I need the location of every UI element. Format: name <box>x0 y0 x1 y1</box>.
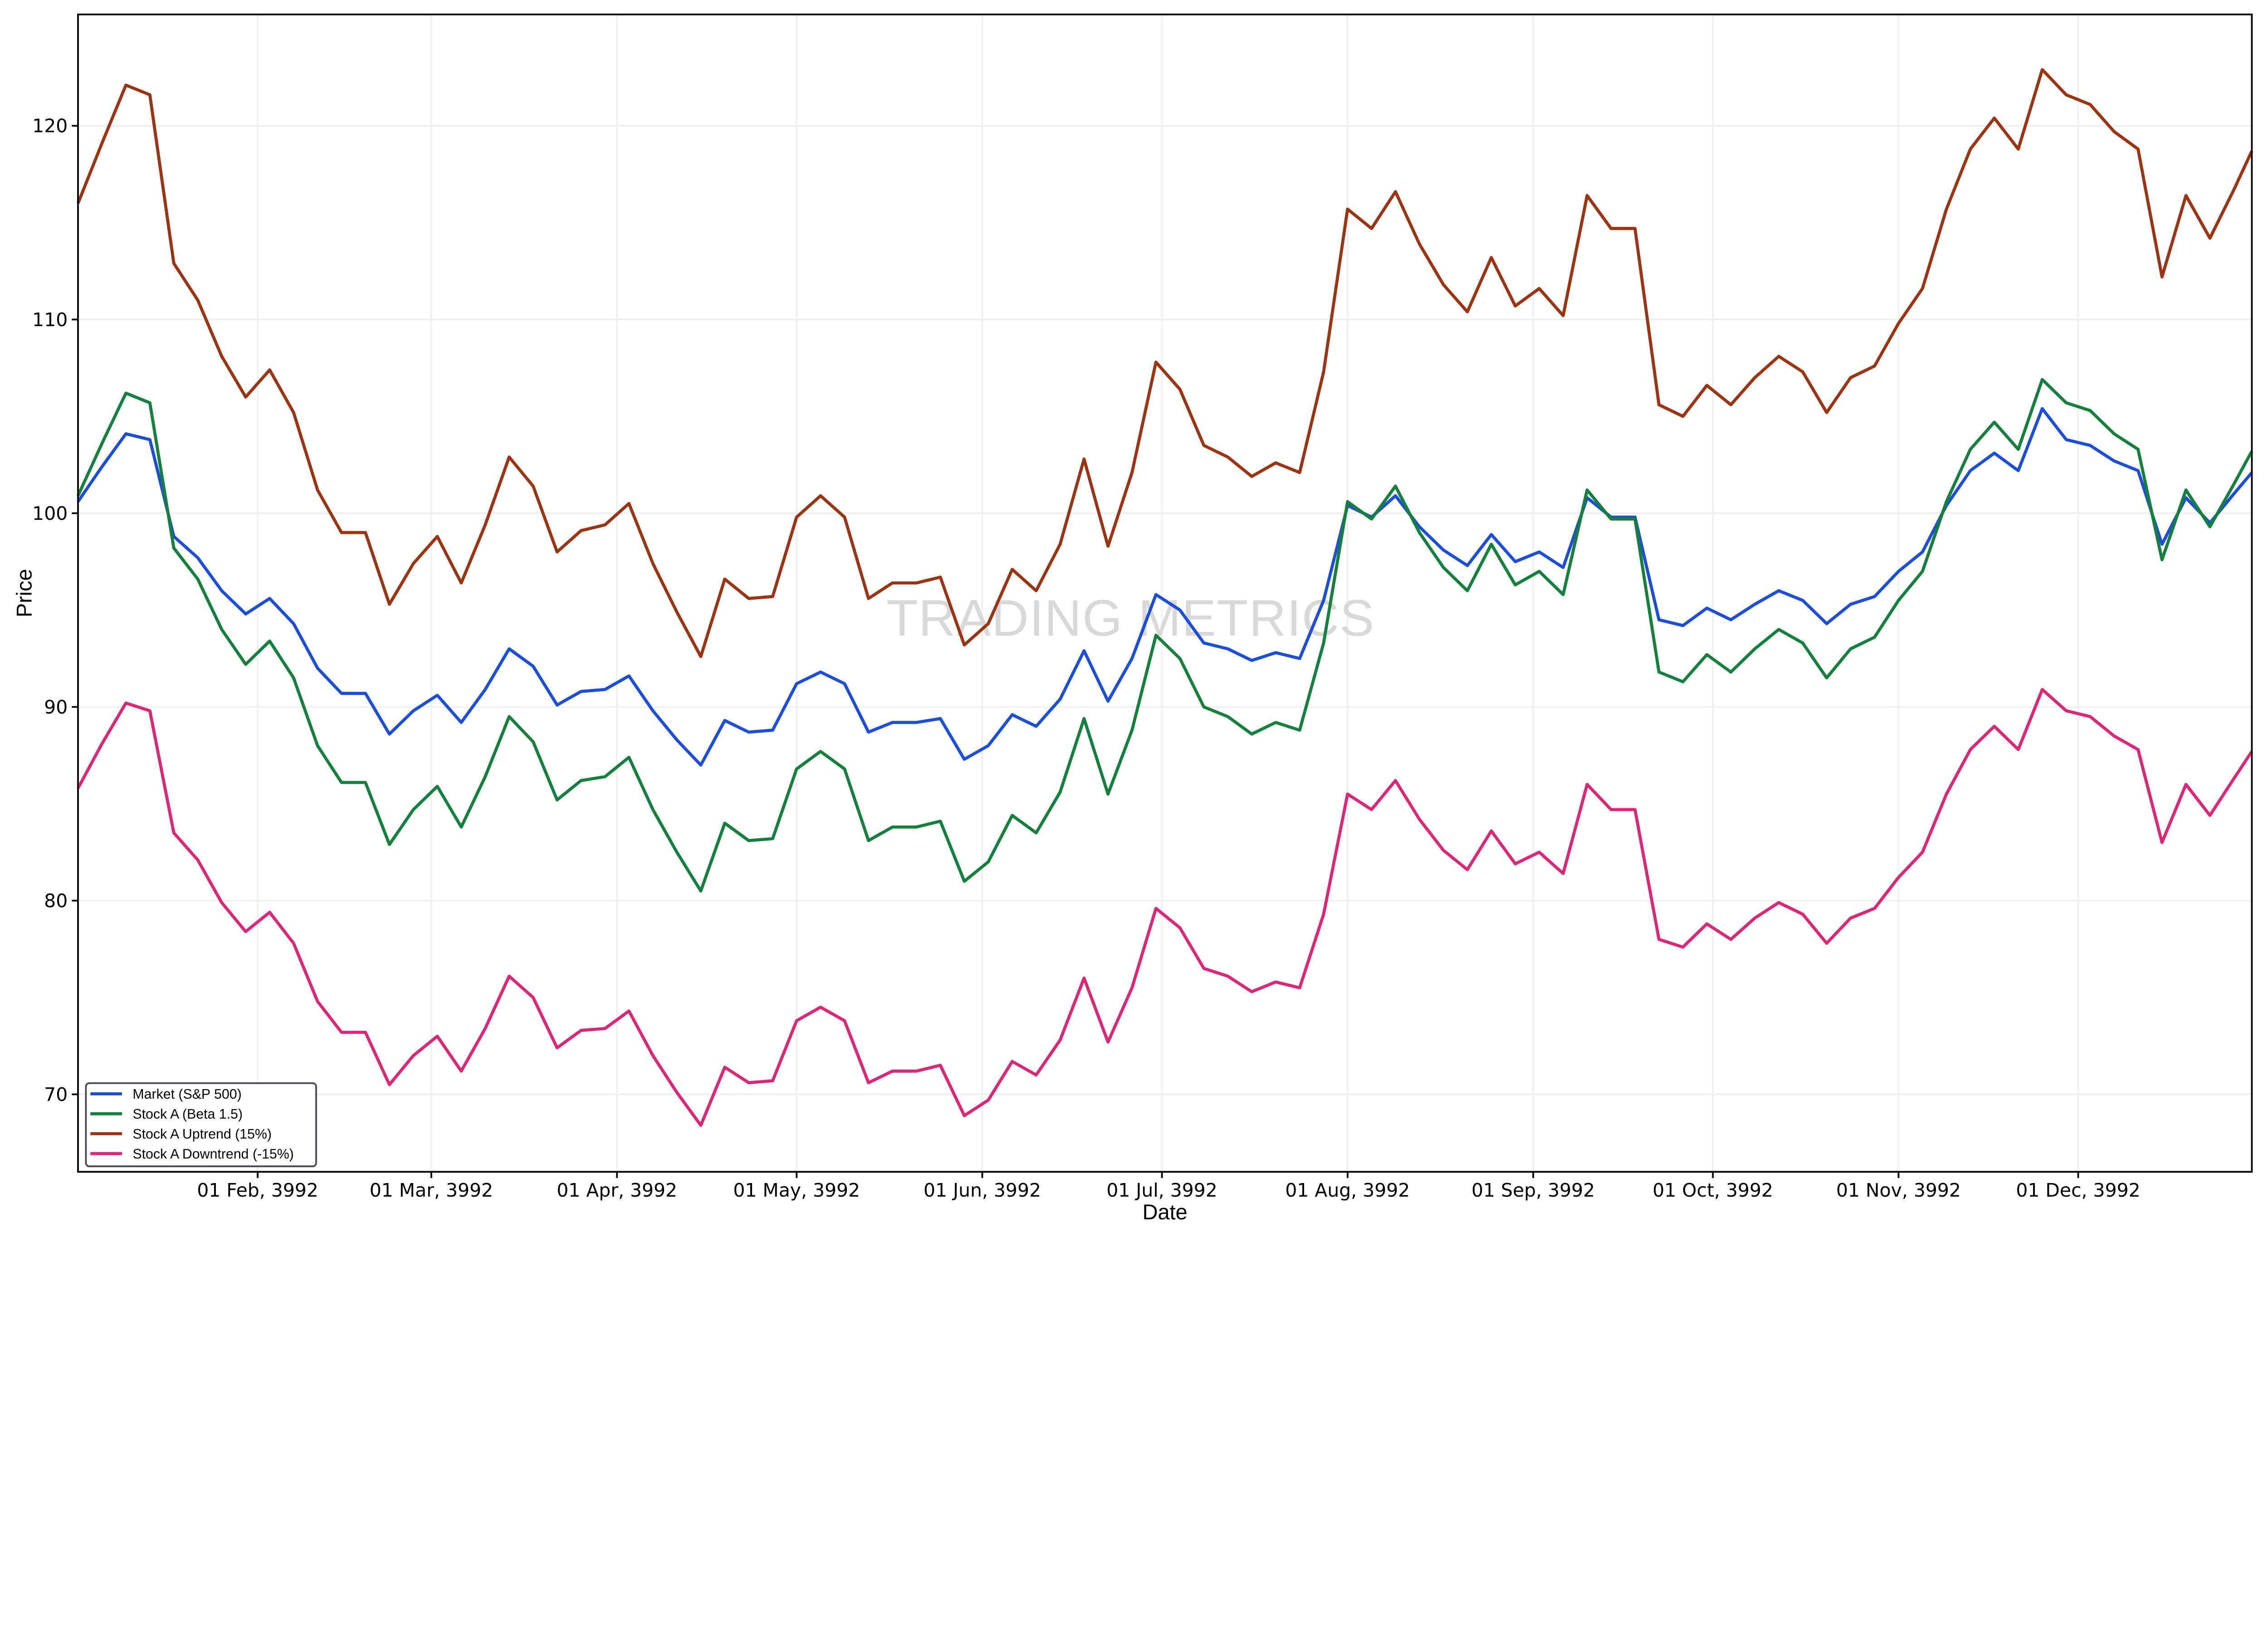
x-tick-label: 01 Oct, 3992 <box>1652 1179 1773 1201</box>
series-line-market-s-p-500 <box>77 407 2253 767</box>
legend-label: Stock A (Beta 1.5) <box>132 1107 243 1122</box>
series-line-stock-a-downtrend-15 <box>76 688 2253 1127</box>
y-tick-label: 120 <box>32 115 68 137</box>
series-line-stock-a-uptrend-15 <box>76 68 2253 658</box>
legend-box <box>85 1082 317 1168</box>
y-tick-label: 70 <box>44 1084 68 1105</box>
y-tick-label: 80 <box>44 890 68 912</box>
line-chart: TRADING METRICS 70 80 90 100 110 120 01 Feb, … <box>0 0 2268 1237</box>
x-tick-label: 01 Mar, 3992 <box>370 1179 493 1201</box>
chart-background <box>0 0 2268 1237</box>
x-tick-label: 01 Nov, 3992 <box>1836 1179 1961 1201</box>
x-tick-label: 01 May, 3992 <box>733 1179 860 1201</box>
legend-label: Stock A Downtrend (-15%) <box>132 1147 293 1162</box>
y-tick-label: 90 <box>44 696 68 718</box>
series-lines <box>76 68 2253 1127</box>
grid-lines <box>78 14 2252 1172</box>
watermark: TRADING METRICS <box>886 590 1375 647</box>
plot-frame <box>77 13 2253 1173</box>
y-axis: 70 80 90 100 110 120 <box>32 115 78 1105</box>
x-tick-label: 01 Feb, 3992 <box>197 1179 318 1201</box>
x-axis: 01 Feb, 3992 01 Mar, 3992 01 Apr, 3992 01 M… <box>197 1172 2141 1201</box>
y-tick-label: 110 <box>32 309 68 331</box>
y-axis-title: Price <box>12 569 36 617</box>
legend: Market (S&P 500) Stock A (Beta 1.5) Stock … <box>85 1082 317 1168</box>
y-tick-label: 100 <box>32 503 68 524</box>
legend-label: Market (S&P 500) <box>132 1087 241 1102</box>
x-tick-label: 01 Dec, 3992 <box>2016 1179 2140 1201</box>
series-line-stock-a-beta-1-5 <box>76 378 2253 893</box>
x-axis-title: Date <box>1143 1200 1188 1224</box>
x-tick-label: 01 Jul, 3992 <box>1106 1179 1217 1201</box>
x-tick-label: 01 Apr, 3992 <box>557 1179 677 1201</box>
x-tick-label: 01 Aug, 3992 <box>1285 1179 1410 1201</box>
legend-label: Stock A Uptrend (15%) <box>132 1127 271 1142</box>
x-tick-label: 01 Sep, 3992 <box>1471 1179 1595 1201</box>
x-tick-label: 01 Jun, 3992 <box>924 1179 1041 1201</box>
